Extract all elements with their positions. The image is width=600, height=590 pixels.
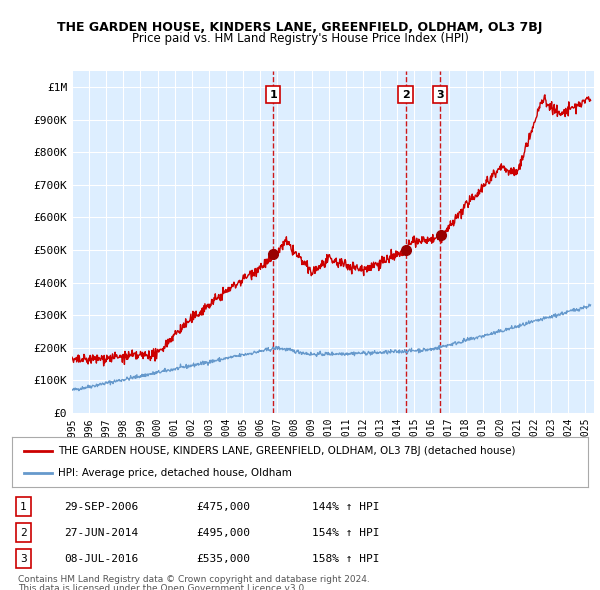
Text: Price paid vs. HM Land Registry's House Price Index (HPI): Price paid vs. HM Land Registry's House … xyxy=(131,32,469,45)
Text: 144% ↑ HPI: 144% ↑ HPI xyxy=(311,502,379,512)
Text: 2: 2 xyxy=(20,527,27,537)
Text: THE GARDEN HOUSE, KINDERS LANE, GREENFIELD, OLDHAM, OL3 7BJ (detached house): THE GARDEN HOUSE, KINDERS LANE, GREENFIE… xyxy=(58,445,515,455)
Text: 3: 3 xyxy=(436,90,444,100)
Text: HPI: Average price, detached house, Oldham: HPI: Average price, detached house, Oldh… xyxy=(58,468,292,478)
Text: Contains HM Land Registry data © Crown copyright and database right 2024.: Contains HM Land Registry data © Crown c… xyxy=(18,575,370,584)
Text: £475,000: £475,000 xyxy=(196,502,250,512)
Text: THE GARDEN HOUSE, KINDERS LANE, GREENFIELD, OLDHAM, OL3 7BJ: THE GARDEN HOUSE, KINDERS LANE, GREENFIE… xyxy=(58,21,542,34)
Text: 3: 3 xyxy=(20,554,27,563)
Text: £535,000: £535,000 xyxy=(196,554,250,563)
Text: 1: 1 xyxy=(269,90,277,100)
Text: 29-SEP-2006: 29-SEP-2006 xyxy=(64,502,138,512)
Text: 27-JUN-2014: 27-JUN-2014 xyxy=(64,527,138,537)
Text: This data is licensed under the Open Government Licence v3.0.: This data is licensed under the Open Gov… xyxy=(18,584,307,590)
Text: 2: 2 xyxy=(401,90,409,100)
Text: 1: 1 xyxy=(20,502,27,512)
Text: 154% ↑ HPI: 154% ↑ HPI xyxy=(311,527,379,537)
Text: 158% ↑ HPI: 158% ↑ HPI xyxy=(311,554,379,563)
Text: £495,000: £495,000 xyxy=(196,527,250,537)
Text: 08-JUL-2016: 08-JUL-2016 xyxy=(64,554,138,563)
